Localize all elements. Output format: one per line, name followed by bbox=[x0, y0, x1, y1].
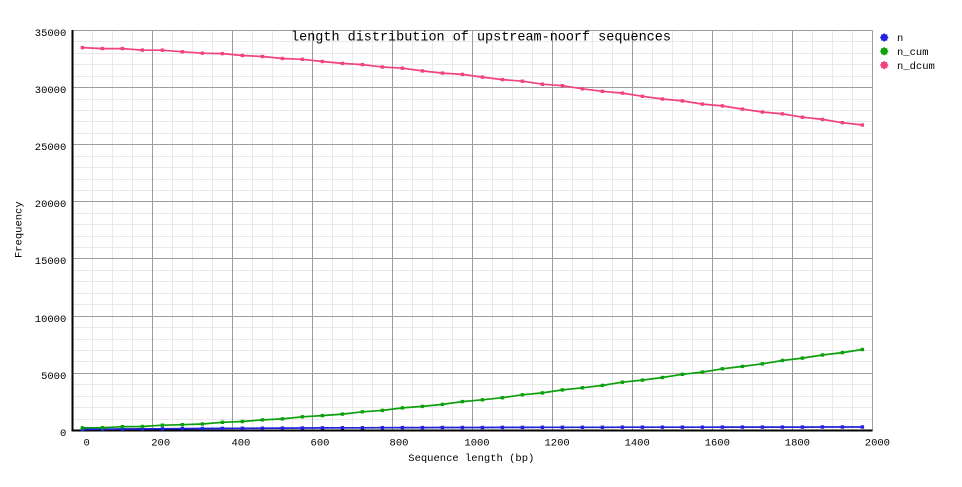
svg-text:800: 800 bbox=[390, 438, 409, 450]
svg-text:30000: 30000 bbox=[35, 85, 67, 97]
svg-text:n: n bbox=[897, 33, 903, 45]
svg-text:15000: 15000 bbox=[35, 256, 67, 268]
svg-text:n_dcum: n_dcum bbox=[897, 61, 935, 73]
svg-text:200: 200 bbox=[151, 438, 170, 450]
svg-text:5000: 5000 bbox=[41, 371, 66, 383]
svg-text:1000: 1000 bbox=[464, 438, 489, 450]
svg-text:1400: 1400 bbox=[625, 438, 650, 450]
svg-text:n_cum: n_cum bbox=[897, 47, 929, 59]
svg-text:10000: 10000 bbox=[35, 314, 67, 326]
svg-text:length distribution of upstrea: length distribution of upstream-noorf se… bbox=[291, 31, 671, 46]
svg-text:2000: 2000 bbox=[865, 438, 890, 450]
svg-text:400: 400 bbox=[231, 438, 250, 450]
svg-text:1200: 1200 bbox=[544, 438, 569, 450]
svg-text:600: 600 bbox=[311, 438, 330, 450]
svg-text:35000: 35000 bbox=[35, 28, 67, 40]
svg-text:Sequence length (bp): Sequence length (bp) bbox=[408, 453, 534, 465]
svg-text:Frequency: Frequency bbox=[14, 201, 26, 258]
svg-text:1600: 1600 bbox=[705, 438, 730, 450]
svg-text:25000: 25000 bbox=[35, 142, 67, 154]
svg-text:0: 0 bbox=[60, 428, 66, 440]
svg-text:1800: 1800 bbox=[785, 438, 810, 450]
svg-text:20000: 20000 bbox=[35, 199, 67, 211]
svg-text:0: 0 bbox=[84, 438, 90, 450]
